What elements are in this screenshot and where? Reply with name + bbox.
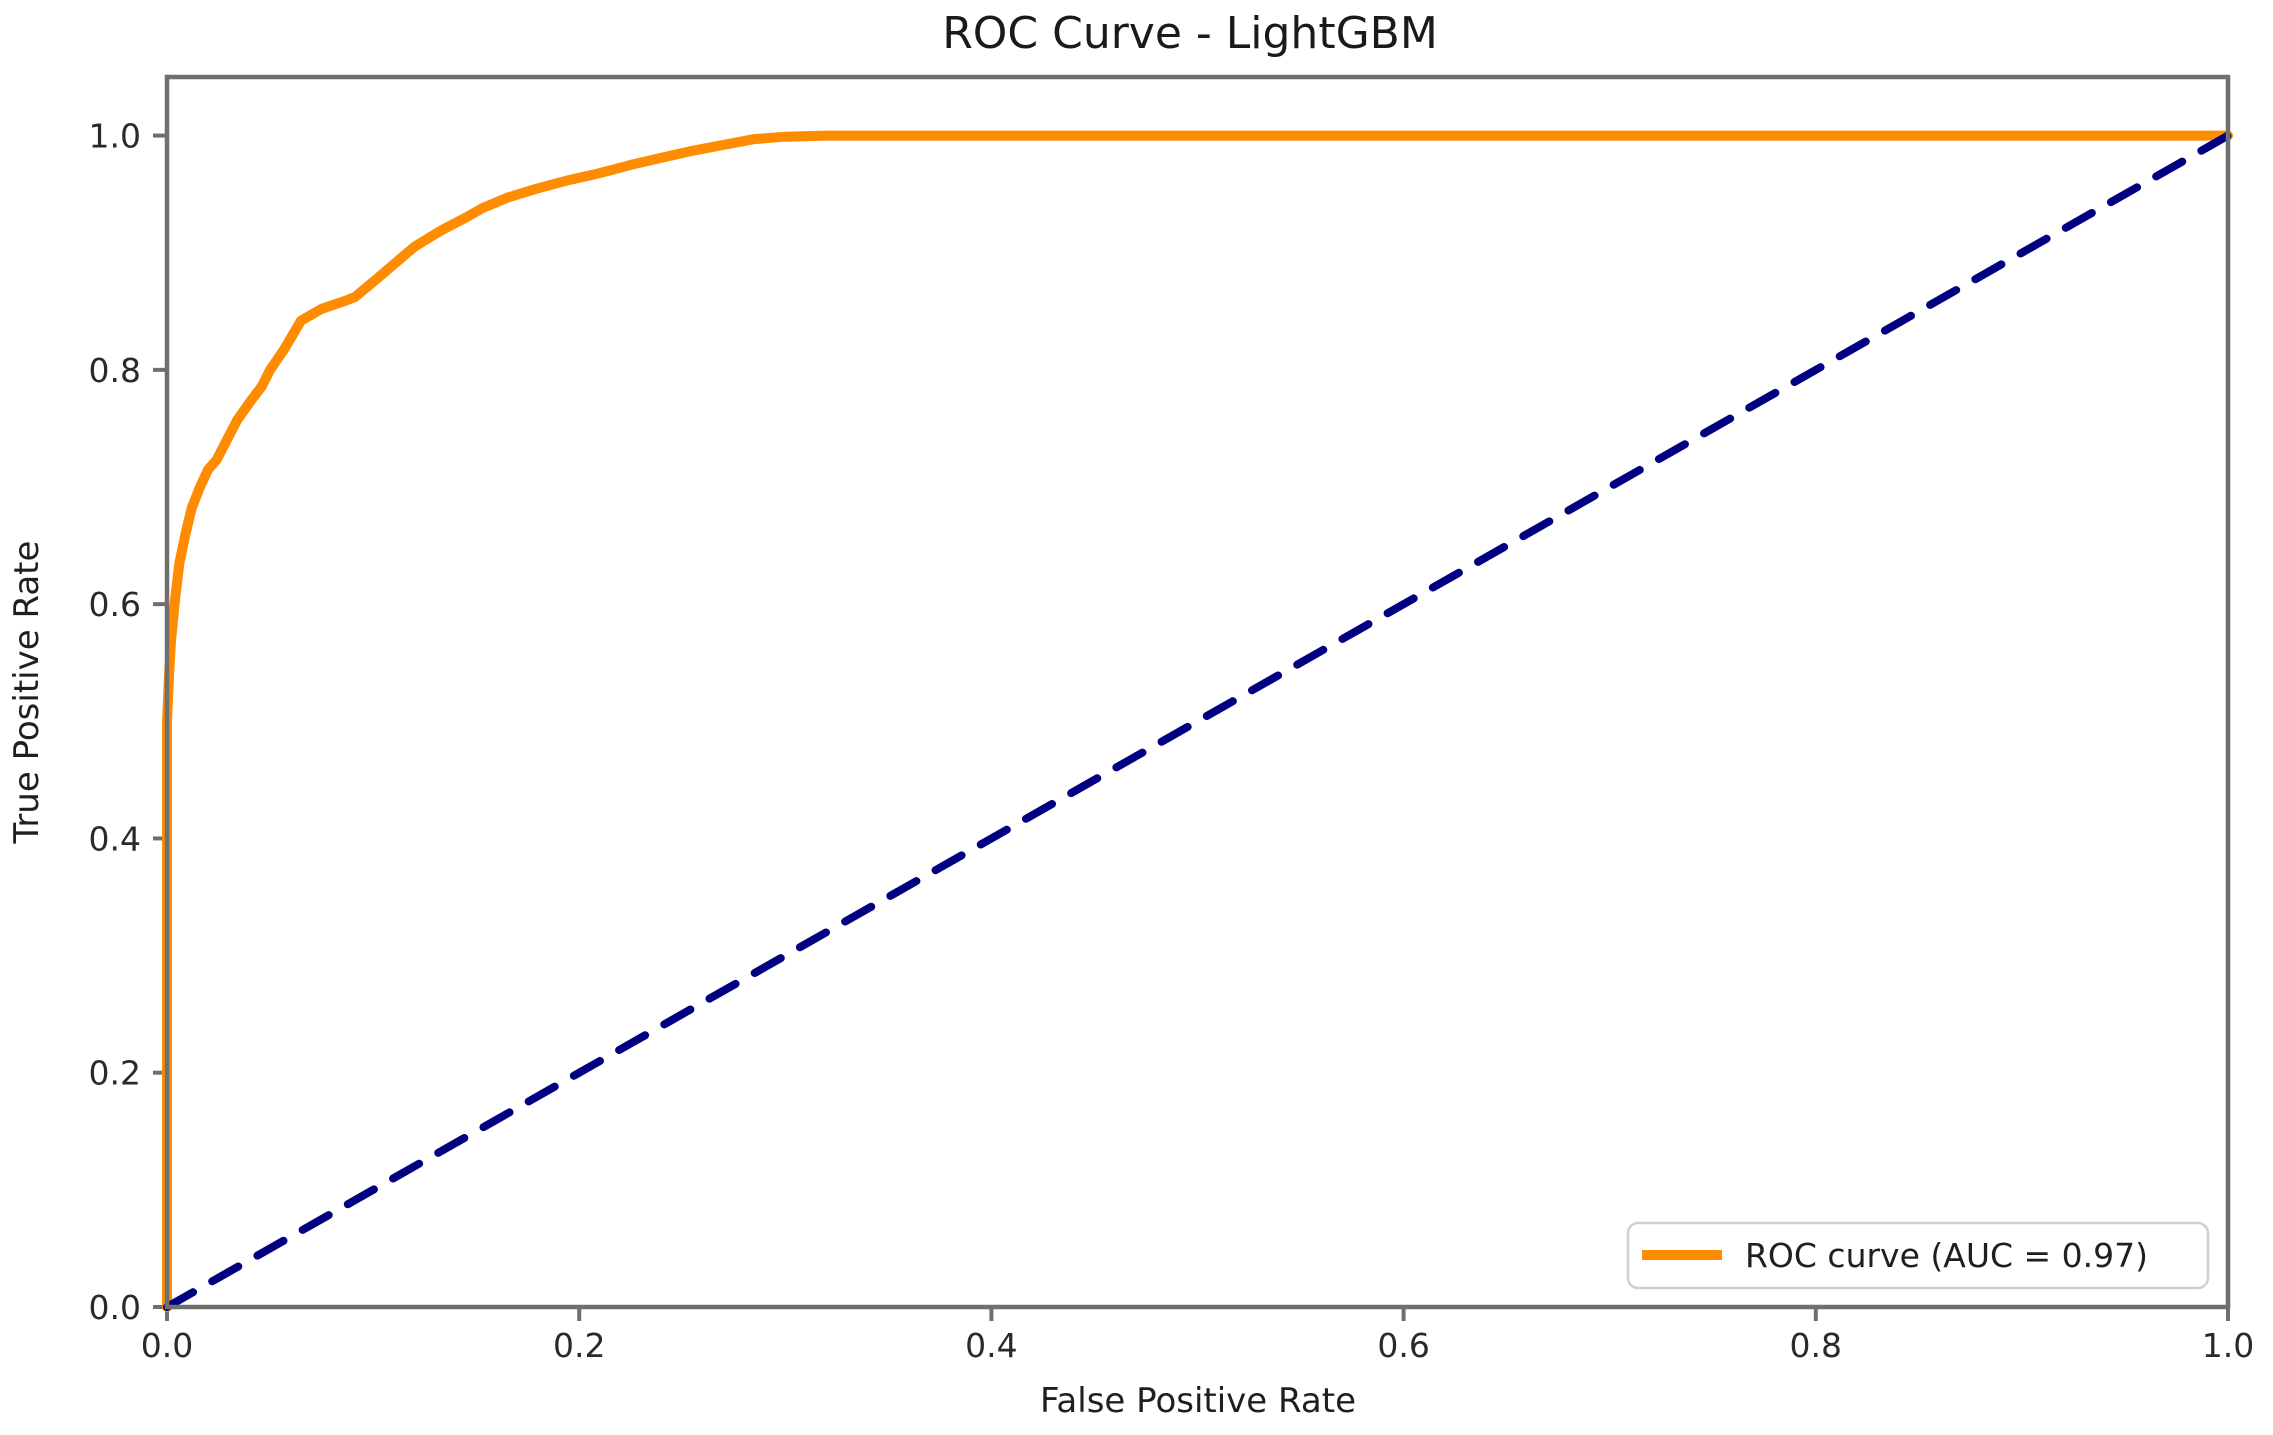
x-tick-label: 1.0 — [2202, 1326, 2254, 1365]
roc-curve-line — [162, 130, 2233, 1312]
y-axis-ticks: 0.0 0.2 0.4 0.6 0.8 1.0 — [89, 117, 167, 1327]
x-axis-label: False Positive Rate — [1040, 1381, 1356, 1421]
y-tick-label: 1.0 — [89, 117, 141, 156]
x-tick-label: 0.0 — [141, 1326, 193, 1365]
y-tick-label: 0.8 — [89, 351, 141, 390]
y-axis-label: True Positive Rate — [7, 541, 47, 845]
chance-diagonal-line — [163, 131, 2232, 1311]
x-tick-label: 0.4 — [965, 1326, 1017, 1365]
legend: ROC curve (AUC = 0.97) — [1626, 1221, 2210, 1290]
legend-box — [1626, 1221, 2210, 1290]
chart-series — [162, 130, 2233, 1312]
y-tick-label: 0.2 — [89, 1054, 141, 1093]
x-tick-label: 0.8 — [1790, 1326, 1842, 1365]
axes-spines — [164, 74, 2231, 1310]
x-tick-label: 0.2 — [553, 1326, 605, 1365]
chart-title: ROC Curve - LightGBM — [942, 8, 1438, 59]
legend-entry-label: ROC curve (AUC = 0.97) — [1745, 1236, 2148, 1275]
y-tick-label: 0.6 — [89, 585, 141, 624]
x-axis-ticks: 0.0 0.2 0.4 0.6 0.8 1.0 — [141, 1307, 2254, 1365]
y-tick-label: 0.4 — [89, 819, 141, 858]
plot-area — [167, 77, 2228, 1307]
y-tick-label: 0.0 — [89, 1288, 141, 1327]
x-tick-label: 0.6 — [1377, 1326, 1429, 1365]
